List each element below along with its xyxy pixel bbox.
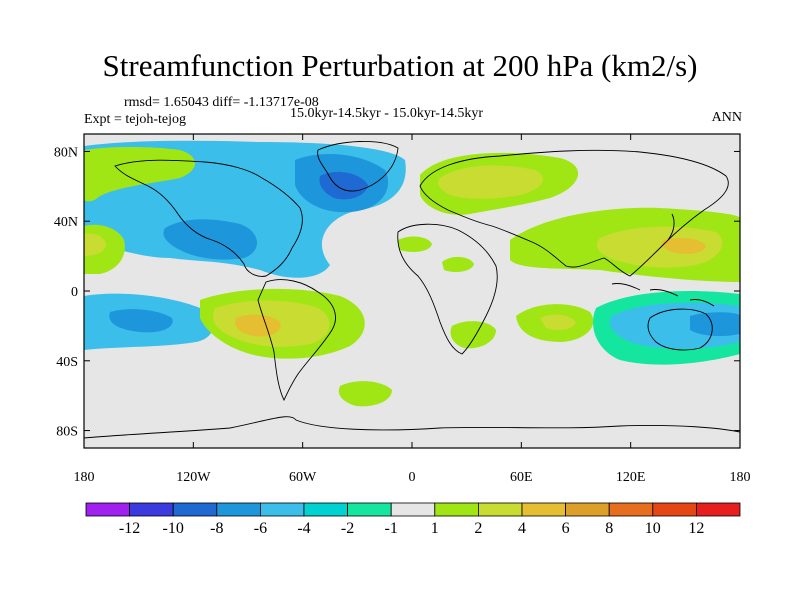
- colorbar-swatch: [608, 502, 654, 517]
- colorbar-swatch: [129, 502, 174, 517]
- contour-eurasia-high-mid: [438, 165, 543, 199]
- contour-greenland-core: [319, 171, 368, 200]
- x-tick-label: 60W: [289, 470, 317, 485]
- experiment-line: Expt = tejoh-tejog: [84, 112, 186, 127]
- y-axis: 80N 40N 0 40S 80S: [54, 145, 740, 440]
- season-label: ANN: [711, 110, 742, 125]
- coast-south-america: [257, 279, 336, 402]
- coast-greenland: [317, 141, 399, 192]
- colorbar-label: 8: [605, 520, 613, 537]
- y-tick-label: 0: [71, 285, 78, 300]
- x-tick-label: 180: [74, 470, 95, 485]
- contour-satl-green: [338, 381, 392, 407]
- stats-line: rmsd= 1.65043 diff= -1.13717e-08: [124, 95, 319, 110]
- colorbar-label: -10: [163, 520, 184, 537]
- colorbar-swatch: [85, 502, 130, 517]
- colorbar-swatch: [390, 502, 436, 517]
- x-tick-label: 60E: [510, 470, 533, 485]
- coast-europe-asia: [419, 149, 729, 277]
- y-tick-label: 80S: [56, 425, 78, 440]
- colorbar-swatch: [652, 502, 697, 517]
- colorbar-label: 12: [688, 520, 704, 537]
- colorbar-label: 1: [431, 520, 439, 537]
- colorbar-swatch: [696, 502, 741, 517]
- coast-north-america: [114, 159, 303, 277]
- colorbar-swatch: [477, 502, 523, 517]
- chart-title: Streamfunction Perturbation at 200 hPa (…: [102, 48, 698, 83]
- colorbar-label: -6: [254, 520, 267, 537]
- contour-indian-high-core: [540, 314, 576, 330]
- coast-antarctica: [84, 416, 740, 439]
- colorbar-swatch: [521, 502, 566, 517]
- coast-indonesia: [611, 283, 715, 307]
- contour-sa-high-core: [234, 314, 281, 337]
- coast-japan: [667, 213, 675, 241]
- colorbar-label: -4: [297, 520, 310, 537]
- colorbar-label: 2: [474, 520, 482, 537]
- colorbar-label: -2: [341, 520, 354, 537]
- contour-atl-green-core: [84, 233, 106, 256]
- contour-pacific-low-core: [109, 309, 173, 333]
- coastlines: [84, 141, 740, 439]
- x-tick-label: 0: [409, 470, 416, 485]
- x-tick-label: 120E: [616, 470, 646, 485]
- period-line: 15.0kyr-14.5kyr - 15.0kyr-14.5kyr: [290, 106, 484, 121]
- y-tick-label: 40S: [56, 355, 78, 370]
- x-axis: 180 120W 60W 0 60E 120E 180: [74, 134, 751, 485]
- colorbar-label: 6: [562, 520, 570, 537]
- colorbar: -12 -10 -8 -6 -4 -2 -1 1 2 4 6 8 10 12: [85, 502, 741, 537]
- colorbar-label: -12: [119, 520, 140, 537]
- y-tick-label: 80N: [54, 145, 78, 160]
- coast-australia: [647, 308, 713, 351]
- colorbar-label: -8: [210, 520, 223, 537]
- x-tick-label: 120W: [176, 470, 211, 485]
- contour-africa-green2: [442, 256, 474, 272]
- contour-asia-high-mid: [596, 226, 723, 268]
- colorbar-swatch: [259, 502, 305, 517]
- colorbar-swatch: [172, 502, 218, 517]
- colorbar-swatch: [303, 502, 348, 517]
- colorbar-label: 4: [518, 520, 526, 537]
- x-tick-label: 180: [730, 470, 751, 485]
- colorbar-swatch: [434, 502, 479, 517]
- colorbar-swatch: [216, 502, 261, 517]
- contour-fill-layer: [84, 140, 740, 407]
- colorbar-swatch: [565, 502, 610, 517]
- colorbar-label: -1: [385, 520, 398, 537]
- contour-aus-low-core: [690, 312, 740, 337]
- contour-africa-green: [398, 236, 432, 252]
- y-tick-label: 40N: [54, 215, 78, 230]
- colorbar-label: 10: [645, 520, 661, 537]
- colorbar-swatch: [347, 502, 392, 517]
- contour-safrica-green: [450, 321, 496, 349]
- coast-africa: [397, 223, 498, 355]
- contour-asia-high-core: [662, 238, 706, 254]
